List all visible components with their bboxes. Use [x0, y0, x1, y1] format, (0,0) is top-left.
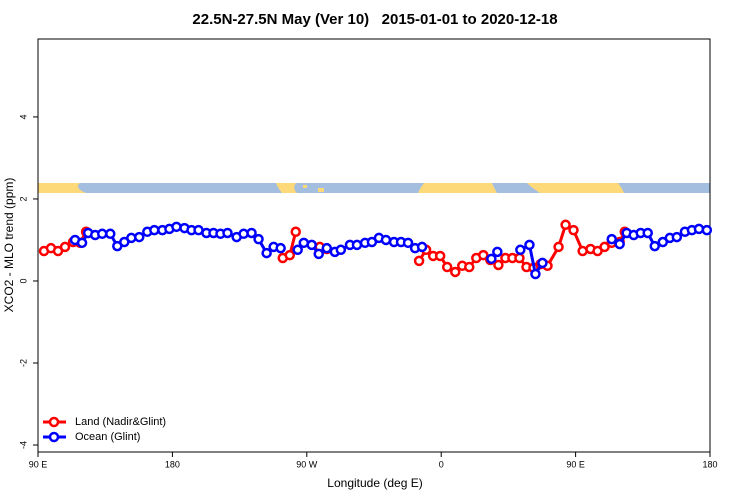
data-point [693, 223, 705, 235]
data-point [441, 261, 453, 273]
data-point [642, 227, 653, 239]
land-ocean-strip [38, 183, 710, 193]
data-point [321, 242, 333, 254]
data-point [284, 249, 296, 261]
y-tick-label: 0 [18, 278, 28, 283]
data-point [606, 233, 617, 245]
data-point [492, 246, 503, 258]
data-point [253, 233, 264, 245]
data-point [275, 242, 286, 254]
data-point [537, 257, 548, 269]
y-tick-label: 2 [18, 196, 28, 201]
data-point [671, 231, 683, 243]
x-tick-label: 90 E [566, 459, 585, 469]
legend-marker [48, 416, 60, 428]
data-point [434, 250, 446, 262]
data-point [515, 244, 526, 256]
data-point [171, 221, 182, 233]
x-tick-label: 180 [165, 459, 180, 469]
data-point [486, 253, 497, 265]
data-point [222, 227, 233, 239]
data-point [290, 226, 301, 238]
x-tick-label: 0 [439, 459, 444, 469]
data-point [524, 239, 535, 251]
data-point [351, 239, 363, 251]
data-point [413, 255, 425, 267]
data-point [568, 224, 579, 236]
data-point [105, 228, 116, 240]
data-point [292, 244, 303, 256]
data-point [614, 238, 625, 250]
data-point [464, 261, 475, 273]
y-axis-label: XCO2 - MLO trend (ppm) [2, 178, 16, 313]
data-point [96, 228, 108, 240]
data-point [380, 234, 392, 246]
chart-title: 22.5N-27.5N May (Ver 10) 2015-01-01 to 2… [192, 11, 557, 28]
data-point [478, 249, 489, 261]
plot-frame [37, 38, 711, 453]
data-point [76, 237, 88, 249]
data-point [493, 259, 504, 271]
legend-label: Land (Nadir&Glint) [75, 416, 166, 428]
data-point [560, 219, 571, 231]
data-point [449, 266, 461, 278]
data-point [416, 241, 428, 253]
x-tick-label: 180 [702, 459, 717, 469]
data-point [306, 239, 317, 251]
data-point [402, 237, 414, 249]
x-tick-label: 90 W [296, 459, 318, 469]
data-point [59, 241, 71, 253]
data-point [149, 224, 160, 236]
legend-label: Ocean (Glint) [75, 431, 140, 443]
x-tick-label: 90 E [29, 459, 48, 469]
data-point [261, 247, 272, 259]
y-tick-label: -2 [18, 359, 28, 367]
data-point [553, 241, 564, 253]
data-point [335, 244, 347, 256]
data-point [530, 268, 541, 280]
data-point [133, 231, 145, 243]
legend-marker [48, 431, 60, 443]
data-point [313, 248, 324, 260]
y-tick-label: 4 [18, 114, 28, 119]
data-point [514, 252, 525, 264]
data-point [701, 224, 713, 236]
x-axis-label: Longitude (deg E) [327, 476, 422, 490]
y-tick-label: -4 [18, 441, 28, 449]
data-point [649, 240, 660, 252]
data-point [246, 227, 257, 239]
